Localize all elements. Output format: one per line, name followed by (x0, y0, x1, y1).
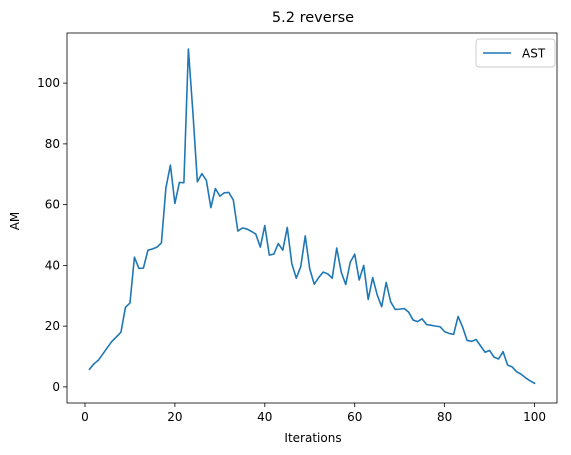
y-tick-label: 60 (45, 198, 60, 212)
legend: AST (475, 38, 556, 68)
y-axis-ticks: 0 20 40 60 80 100 (37, 76, 67, 394)
y-axis-label: AM (8, 212, 22, 231)
x-tick-label: 40 (257, 410, 272, 424)
y-tick-label: 80 (45, 137, 60, 151)
x-tick-label: 20 (167, 410, 182, 424)
x-tick-label: 0 (81, 410, 89, 424)
series-line-ast (88, 48, 536, 385)
y-tick-label: 40 (45, 258, 60, 272)
x-tick-label: 80 (437, 410, 452, 424)
x-axis-label: Iterations (284, 431, 341, 445)
x-tick-label: 60 (347, 410, 362, 424)
plot-frame (66, 32, 558, 404)
chart-title: 5.2 reverse (272, 10, 354, 26)
y-tick-label: 20 (45, 319, 60, 333)
y-tick-label: 100 (37, 76, 60, 90)
y-tick-label: 0 (52, 380, 60, 394)
x-axis-ticks: 0 20 40 60 80 100 (81, 403, 546, 424)
legend-label-ast: AST (522, 47, 546, 61)
x-tick-label: 100 (523, 410, 546, 424)
plot-area: 0 20 40 60 80 100 0 20 40 60 80 100 (37, 32, 558, 424)
legend-box (475, 38, 556, 68)
